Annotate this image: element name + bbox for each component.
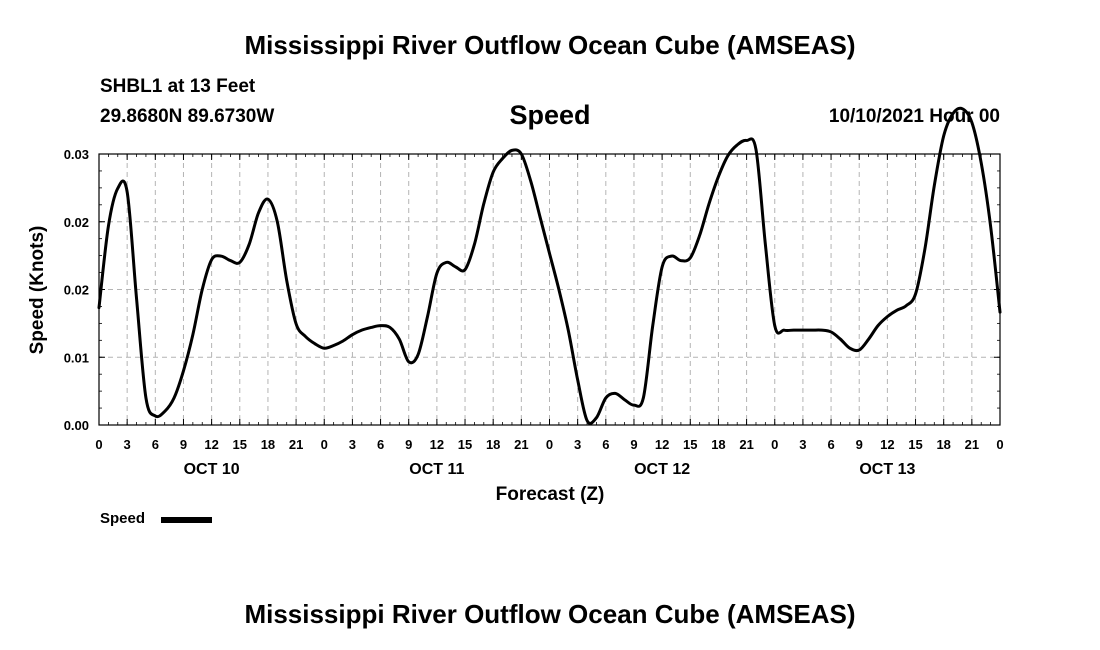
forecast-datetime: 10/10/2021 Hour 00 (828, 106, 1000, 127)
y-axis-title: Speed (Knots) (27, 226, 48, 355)
chart-grid (99, 154, 1000, 425)
x-tick-label: 12 (430, 437, 444, 452)
x-tick-label: 15 (233, 437, 247, 452)
x-tick-label: 0 (95, 437, 102, 452)
x-tick-label: 9 (405, 437, 412, 452)
x-tick-label: 12 (655, 437, 669, 452)
x-tick-label: 21 (965, 437, 979, 452)
x-tick-label: 12 (204, 437, 218, 452)
legend-label: Speed (100, 510, 146, 527)
x-tick-label: 15 (908, 437, 922, 452)
x-tick-label: 21 (739, 437, 753, 452)
day-label: OCT 12 (634, 461, 690, 478)
x-tick-label: 3 (799, 437, 806, 452)
legend-swatch (161, 517, 212, 523)
series-layer (97, 106, 1002, 425)
x-tick-label: 21 (289, 437, 303, 452)
y-tick-label: 0.00 (64, 418, 89, 433)
day-label: OCT 13 (859, 461, 915, 478)
x-tick-label: 3 (574, 437, 581, 452)
y-tick-label: 0.01 (64, 350, 89, 365)
x-tick-label: 9 (630, 437, 637, 452)
x-tick-label: 0 (996, 437, 1003, 452)
x-tick-label: 9 (856, 437, 863, 452)
x-tick-label: 6 (827, 437, 834, 452)
x-tick-label: 12 (880, 437, 894, 452)
x-tick-label: 15 (683, 437, 697, 452)
x-tick-label: 21 (514, 437, 528, 452)
x-axis-title: Forecast (Z) (496, 484, 605, 505)
y-tick-label: 0.03 (64, 147, 89, 162)
x-tick-label: 6 (152, 437, 159, 452)
tick-labels: 0 3 6 9 12 15 18 21 0 3 6 9 12 15 18 21 0 3 6 9 12 15 18 21 0 3 6 9… (64, 147, 1004, 478)
x-tick-label: 15 (458, 437, 472, 452)
day-label: OCT 10 (184, 461, 240, 478)
x-tick-label: 0 (771, 437, 778, 452)
x-tick-label: 6 (377, 437, 384, 452)
station-label: SHBL1 at 13 Feet (100, 76, 256, 97)
footer-title: Mississippi River Outflow Ocean Cube (AM… (244, 599, 856, 629)
y-tick-label: 0.02 (64, 283, 89, 298)
series-line-speed (97, 106, 1002, 425)
variable-title: Speed (509, 100, 591, 130)
x-tick-label: 3 (124, 437, 131, 452)
x-tick-label: 18 (261, 437, 275, 452)
day-label: OCT 11 (409, 461, 464, 478)
x-tick-label: 0 (321, 437, 328, 452)
coordinates-label: 29.8680N 89.6730W (100, 106, 275, 127)
x-tick-label: 3 (349, 437, 356, 452)
x-tick-label: 18 (711, 437, 725, 452)
y-tick-label: 0.02 (64, 215, 89, 230)
x-tick-label: 0 (546, 437, 553, 452)
x-tick-label: 9 (180, 437, 187, 452)
x-tick-label: 6 (602, 437, 609, 452)
chart-title: Mississippi River Outflow Ocean Cube (AM… (244, 30, 856, 60)
x-tick-label: 18 (486, 437, 500, 452)
x-tick-label: 18 (936, 437, 950, 452)
